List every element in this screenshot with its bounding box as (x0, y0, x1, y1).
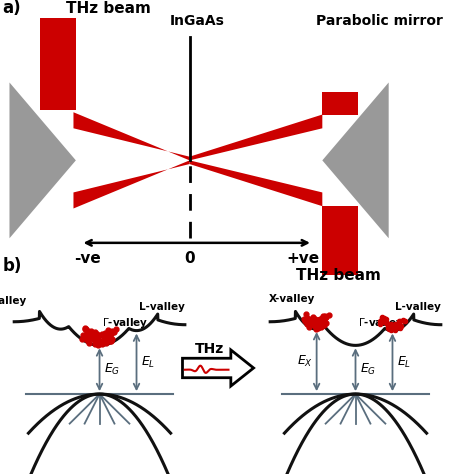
Text: THz: THz (195, 342, 224, 356)
Text: THz beam: THz beam (296, 267, 382, 283)
Text: $E_G$: $E_G$ (360, 362, 376, 377)
Text: $\Gamma$-valley: $\Gamma$-valley (102, 316, 148, 330)
Polygon shape (322, 82, 389, 238)
Bar (322, 91, 358, 115)
Text: a): a) (2, 0, 21, 17)
Text: X-valley: X-valley (269, 294, 316, 304)
Text: $E_L$: $E_L$ (397, 355, 411, 370)
Text: $E_X$: $E_X$ (297, 354, 313, 369)
Text: InGaAs: InGaAs (169, 14, 224, 28)
Text: THz beam: THz beam (66, 1, 151, 16)
Polygon shape (73, 160, 190, 209)
Bar (40, 18, 76, 110)
Polygon shape (73, 112, 190, 160)
Text: -ve: -ve (74, 252, 101, 266)
Text: L-valley: L-valley (395, 302, 441, 312)
Text: b): b) (2, 256, 22, 274)
Polygon shape (190, 115, 322, 160)
Text: L-valley: L-valley (139, 302, 185, 312)
Text: -valley: -valley (0, 296, 27, 306)
Text: $E_G$: $E_G$ (104, 362, 120, 377)
Bar (322, 206, 358, 275)
Text: +ve: +ve (287, 252, 320, 266)
Polygon shape (9, 82, 76, 238)
Polygon shape (190, 160, 322, 206)
Polygon shape (182, 350, 254, 386)
Text: $\Gamma$-valley: $\Gamma$-valley (358, 316, 404, 330)
Text: 0: 0 (184, 252, 195, 266)
Text: $E_L$: $E_L$ (141, 355, 155, 370)
Text: Parabolic mirror: Parabolic mirror (316, 14, 443, 28)
